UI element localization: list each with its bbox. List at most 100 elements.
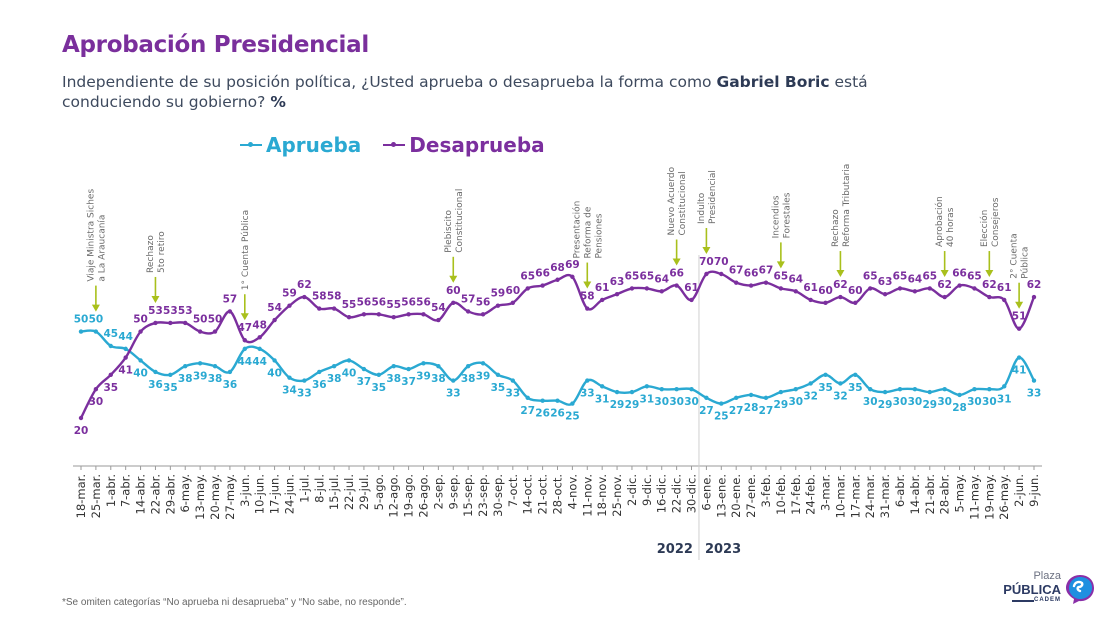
data-point-aprueba [659, 387, 664, 392]
data-label-aprueba: 40 [342, 367, 357, 379]
data-point-desaprueba [763, 280, 769, 285]
data-point-desaprueba [793, 289, 798, 294]
data-point-aprueba [897, 387, 903, 392]
x-tick-label: 3-feb. [759, 474, 773, 508]
annotation-label: Pensiones [594, 213, 604, 258]
data-point-aprueba [540, 398, 545, 403]
data-label-desaprueba: 60 [818, 285, 833, 297]
data-label-desaprueba: 60 [446, 285, 461, 297]
data-label-desaprueba: 51 [1012, 311, 1027, 323]
data-label-aprueba: 33 [580, 388, 595, 400]
x-tick-label: 30-dic. [685, 474, 699, 513]
x-tick-label: 17-feb. [789, 474, 803, 515]
data-point-aprueba [406, 366, 411, 372]
x-tick-label: 22-abr. [148, 474, 162, 514]
data-label-desaprueba: 50 [193, 314, 208, 326]
data-label-desaprueba: 35 [103, 382, 118, 394]
x-tick-label: 10-mar. [833, 474, 847, 518]
data-point-desaprueba [183, 320, 188, 326]
data-label-desaprueba: 58 [327, 291, 342, 303]
data-label-desaprueba: 59 [491, 288, 506, 300]
data-point-aprueba [361, 366, 367, 372]
data-point-aprueba [1016, 355, 1022, 360]
data-point-desaprueba [659, 289, 664, 294]
x-tick-label: 25-mar. [89, 474, 103, 518]
data-point-aprueba [153, 369, 158, 375]
data-label-aprueba: 38 [208, 373, 223, 385]
data-point-desaprueba [168, 320, 173, 326]
x-tick-label: 25-nov. [610, 474, 624, 517]
data-point-aprueba [510, 378, 516, 383]
subtitle-text-end: está conduciendo su gobierno? [62, 73, 868, 111]
data-label-desaprueba: 58 [580, 291, 595, 303]
data-label-aprueba: 45 [103, 328, 118, 340]
subtitle-president-name: Gabriel Boric [716, 73, 830, 91]
data-point-aprueba [302, 378, 307, 383]
footnote: *Se omiten categorías “No aprueba ni des… [62, 597, 407, 608]
annotation-arrow-icon [702, 247, 711, 254]
x-tick-label: 3-jun. [238, 474, 252, 507]
data-label-aprueba: 50 [74, 314, 89, 326]
annotation-label: Rechazo [146, 235, 156, 273]
data-point-aprueba [644, 384, 650, 389]
data-label-desaprueba: 47 [237, 322, 252, 334]
data-label-aprueba: 26 [535, 408, 550, 420]
data-label-desaprueba: 69 [565, 259, 580, 271]
data-point-desaprueba [108, 372, 113, 377]
x-tick-label: 1-jul. [297, 474, 311, 503]
data-label-aprueba: 40 [267, 367, 282, 379]
x-tick-label: 18-mar. [74, 474, 88, 518]
annotation-label: Elección [979, 210, 990, 247]
data-point-desaprueba [436, 317, 441, 323]
legend-item-desaprueba: Desaprueba [383, 133, 545, 157]
data-point-aprueba [704, 395, 709, 401]
x-tick-label: 11-may. [967, 474, 981, 520]
data-point-desaprueba [555, 277, 560, 282]
data-point-aprueba [719, 401, 724, 406]
data-label-aprueba: 30 [893, 396, 908, 408]
series-line-aprueba [80, 329, 1036, 406]
x-tick-label: 13-ene. [714, 474, 728, 518]
data-label-desaprueba: 55 [386, 299, 401, 311]
data-point-desaprueba [614, 291, 620, 297]
data-label-desaprueba: 41 [118, 365, 133, 377]
data-point-aprueba [480, 361, 486, 366]
data-label-desaprueba: 54 [267, 302, 282, 314]
data-label-aprueba: 31 [997, 393, 1012, 405]
logo-text-publica: PÚBLICA [1003, 582, 1061, 597]
data-label-desaprueba: 65 [520, 270, 535, 282]
annotation-arrow-icon [91, 304, 100, 312]
data-point-aprueba [317, 369, 322, 375]
data-label-desaprueba: 56 [476, 296, 491, 308]
annotation-arrow-icon [672, 258, 681, 266]
data-label-desaprueba: 63 [610, 276, 625, 288]
x-tick-label: 10-jun. [253, 474, 267, 514]
data-point-aprueba [763, 395, 769, 401]
data-point-aprueba [942, 387, 947, 392]
data-label-desaprueba: 61 [684, 282, 699, 294]
data-point-aprueba [78, 329, 84, 334]
annotation-label: 40 horas [946, 207, 956, 247]
data-label-aprueba: 31 [640, 393, 655, 405]
data-label-desaprueba: 65 [625, 270, 640, 282]
data-point-aprueba [838, 381, 843, 386]
data-label-aprueba: 44 [237, 356, 252, 368]
x-tick-label: 9-dic. [640, 474, 654, 506]
data-label-desaprueba: 65 [893, 270, 908, 282]
subtitle-unit: % [270, 93, 286, 111]
data-label-desaprueba: 64 [788, 273, 803, 285]
legend-item-aprueba: Aprueba [240, 133, 361, 157]
logo-text-plaza: Plaza [1033, 570, 1061, 582]
data-label-aprueba: 37 [401, 376, 416, 388]
data-label-aprueba: 41 [1012, 365, 1027, 377]
data-point-aprueba [987, 387, 992, 392]
x-tick-label: 4-nov. [565, 474, 579, 509]
data-label-aprueba: 30 [788, 396, 803, 408]
data-point-aprueba [882, 389, 888, 395]
data-label-aprueba: 29 [610, 399, 625, 411]
data-point-aprueba [555, 398, 560, 403]
x-tick-label: 29-jul. [357, 474, 371, 510]
data-point-desaprueba [629, 286, 635, 291]
x-tick-label: 28-abr. [938, 474, 952, 514]
